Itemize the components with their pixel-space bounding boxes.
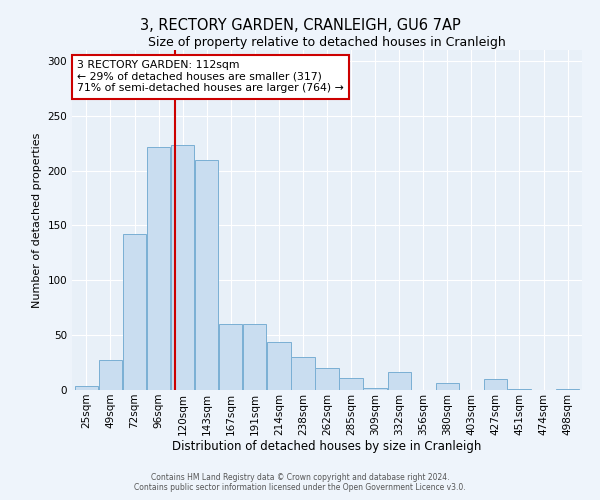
Bar xyxy=(388,372,411,390)
Bar xyxy=(147,146,170,390)
Bar xyxy=(195,160,218,390)
Bar xyxy=(364,388,387,390)
Text: 3, RECTORY GARDEN, CRANLEIGH, GU6 7AP: 3, RECTORY GARDEN, CRANLEIGH, GU6 7AP xyxy=(140,18,460,32)
Bar xyxy=(436,384,459,390)
Bar xyxy=(316,368,338,390)
Bar xyxy=(171,146,194,390)
Bar xyxy=(291,357,314,390)
Bar xyxy=(75,386,98,390)
Text: 3 RECTORY GARDEN: 112sqm
← 29% of detached houses are smaller (317)
71% of semi-: 3 RECTORY GARDEN: 112sqm ← 29% of detach… xyxy=(77,60,344,94)
Bar xyxy=(340,378,363,390)
Title: Size of property relative to detached houses in Cranleigh: Size of property relative to detached ho… xyxy=(148,36,506,49)
Bar xyxy=(219,324,242,390)
X-axis label: Distribution of detached houses by size in Cranleigh: Distribution of detached houses by size … xyxy=(172,440,482,454)
Bar xyxy=(123,234,146,390)
Text: Contains HM Land Registry data © Crown copyright and database right 2024.
Contai: Contains HM Land Registry data © Crown c… xyxy=(134,473,466,492)
Y-axis label: Number of detached properties: Number of detached properties xyxy=(32,132,42,308)
Bar xyxy=(556,389,579,390)
Bar xyxy=(243,324,266,390)
Bar xyxy=(484,379,507,390)
Bar xyxy=(508,389,531,390)
Bar xyxy=(99,360,122,390)
Bar xyxy=(267,342,290,390)
